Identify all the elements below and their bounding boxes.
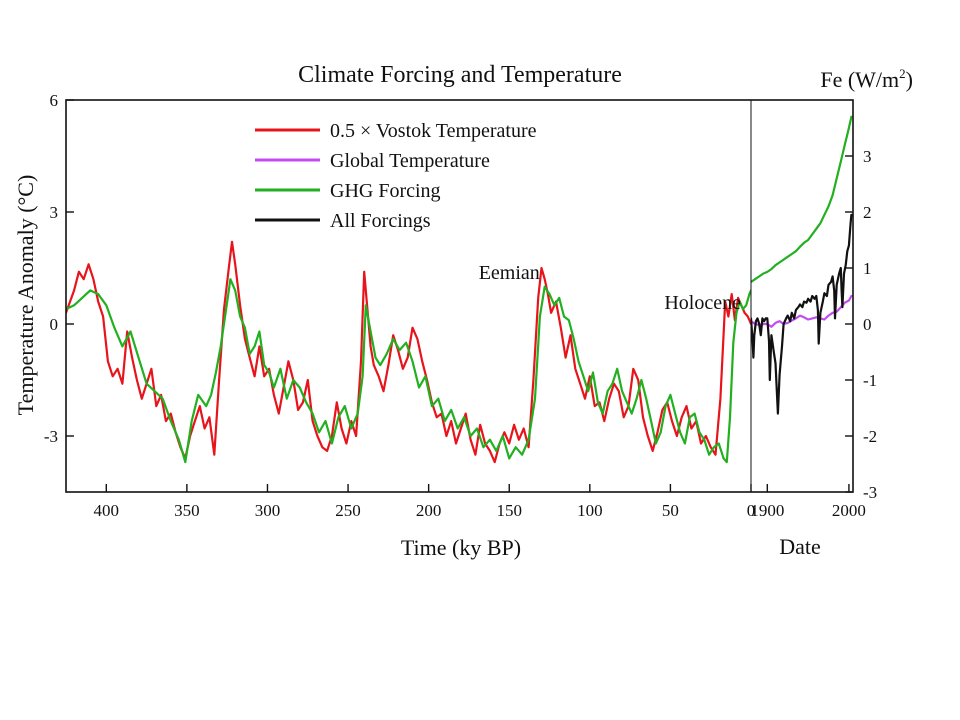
- chart-title: Climate Forcing and Temperature: [298, 62, 622, 88]
- left-x-tick-label: 50: [662, 501, 679, 520]
- right-x-tick-label: 1900: [750, 501, 784, 520]
- right-y-tick-label: -3: [863, 483, 877, 502]
- plot-border: [65, 99, 854, 493]
- x-axis-title: Time (ky BP): [401, 535, 521, 560]
- right-axis-title-prefix: Fe (W/m: [820, 67, 899, 92]
- right-y-tick-label: 2: [863, 203, 872, 222]
- legend-label: Global Temperature: [330, 150, 490, 172]
- left-x-tick-label: 300: [255, 501, 281, 520]
- legend-label: All Forcings: [330, 210, 431, 232]
- left-x-tick-label: 150: [496, 501, 522, 520]
- annotation-0: Eemian: [479, 262, 540, 284]
- left-x-tick-label: 100: [577, 501, 603, 520]
- legend-label: 0.5 × Vostok Temperature: [330, 120, 537, 142]
- left-y-tick-label: -3: [44, 427, 58, 446]
- series-layer: [66, 115, 853, 464]
- right-y-tick-label: 1: [863, 259, 872, 278]
- left-y-tick-label: 0: [50, 315, 59, 334]
- right-axis-title-suffix: ): [906, 67, 913, 92]
- plot-frame: [65, 99, 854, 493]
- left-x-tick-label: 0: [747, 501, 756, 520]
- x-axis-title-date: Date: [779, 534, 821, 559]
- left-x-tick-label: 400: [94, 501, 120, 520]
- chart-text: Climate Forcing and Temperature Temperat…: [13, 62, 913, 560]
- right-axis-title: Fe (W/m2): [820, 66, 913, 92]
- right-y-tick-label: -1: [863, 371, 877, 390]
- annotations: Eemian Holocene: [479, 262, 741, 314]
- right-y-tick-label: -2: [863, 427, 877, 446]
- right-x-tick-label: 2000: [832, 501, 866, 520]
- left-x-tick-label: 250: [335, 501, 361, 520]
- right-y-tick-label: 0: [863, 315, 872, 334]
- left-y-tick-label: 6: [50, 91, 59, 110]
- series-line-1-left: [66, 278, 751, 464]
- legend-label: GHG Forcing: [330, 180, 441, 202]
- right-y-tick-label: 3: [863, 147, 872, 166]
- y-axis-title: Temperature Anomaly (°C): [13, 175, 38, 416]
- series-line-2-right: [751, 115, 853, 284]
- left-y-tick-label: 3: [50, 203, 59, 222]
- right-axis-title-sup: 2: [899, 66, 906, 81]
- left-x-tick-label: 200: [416, 501, 442, 520]
- legend: 0.5 × Vostok Temperature Global Temperatu…: [255, 120, 537, 232]
- annotation-1: Holocene: [664, 292, 741, 314]
- series-line-4-right: [751, 213, 853, 415]
- left-x-tick-label: 350: [174, 501, 200, 520]
